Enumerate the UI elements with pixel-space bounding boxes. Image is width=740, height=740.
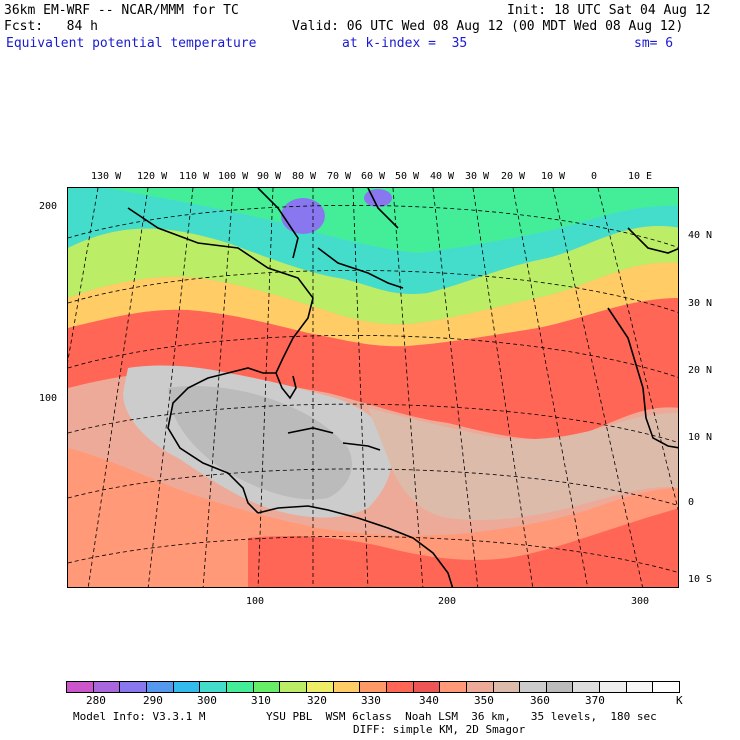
level-info: at k-index = 35 (342, 36, 468, 51)
lat-label-0: 0 (688, 497, 695, 508)
lon-label-120w: 120 W (137, 171, 168, 182)
colorbar-swatch (67, 682, 94, 692)
colorbar-swatch (493, 682, 521, 692)
colorbar-label-330: 330 (361, 694, 381, 707)
colorbar-label-300: 300 (197, 694, 217, 707)
colorbar-label-320: 320 (307, 694, 327, 707)
lon-label-60w: 60 W (361, 171, 386, 182)
colorbar-label-310: 310 (251, 694, 271, 707)
grid-x-label-200: 200 (438, 596, 457, 607)
grid-x-label-100: 100 (246, 596, 265, 607)
colorbar-swatch (173, 682, 201, 692)
colorbar-swatch (146, 682, 174, 692)
colorbar-swatch (253, 682, 281, 692)
colorbar-swatch (466, 682, 494, 692)
colorbar-label-290: 290 (143, 694, 163, 707)
forecast-hour: Fcst: 84 h (4, 19, 98, 34)
lat-label-20n: 20 N (688, 365, 713, 376)
lon-label-50w: 50 W (395, 171, 420, 182)
lon-label-30w: 30 W (465, 171, 490, 182)
field-name: Equivalent potential temperature (6, 36, 257, 51)
colorbar-swatch (520, 682, 547, 692)
colorbar-unit: K (676, 694, 683, 707)
lon-label-100w: 100 W (218, 171, 249, 182)
theta-e-map (67, 187, 679, 588)
grid-y-label-200: 200 (39, 201, 58, 212)
colorbar-swatch (360, 682, 387, 692)
lon-label-20w: 20 W (501, 171, 526, 182)
lat-label-30n: 30 N (688, 298, 713, 309)
lon-label-110w: 110 W (179, 171, 210, 182)
colorbar-swatch (573, 682, 601, 692)
lon-label-10w: 10 W (541, 171, 566, 182)
colorbar-swatch (280, 682, 307, 692)
lon-label-70w: 70 W (327, 171, 352, 182)
diffusion-info: DIFF: simple KM, 2D Smagor (353, 723, 526, 736)
lat-label-40n: 40 N (688, 230, 713, 241)
colorbar-swatch (413, 682, 441, 692)
grid-y-label-100: 100 (39, 393, 58, 404)
colorbar-swatch (333, 682, 361, 692)
colorbar-swatch (440, 682, 467, 692)
colorbar-swatch (93, 682, 121, 692)
colorbar-label-350: 350 (474, 694, 494, 707)
colorbar-swatch (626, 682, 654, 692)
lat-label-10n: 10 N (688, 432, 713, 443)
colorbar-swatch (226, 682, 254, 692)
colorbar-label-370: 370 (585, 694, 605, 707)
colorbar-swatch (600, 682, 627, 692)
lon-label-0: 0 (591, 171, 598, 182)
colorbar-swatch (200, 682, 227, 692)
colorbar-swatch (306, 682, 334, 692)
colorbar-label-360: 360 (530, 694, 550, 707)
lon-label-10e: 10 E (628, 171, 653, 182)
physics-info: YSU PBL WSM 6class Noah LSM 36 km, 35 le… (266, 710, 657, 723)
colorbar-label-340: 340 (419, 694, 439, 707)
lon-label-130w: 130 W (91, 171, 122, 182)
colorbar (66, 681, 680, 693)
lon-label-80w: 80 W (292, 171, 317, 182)
colorbar-label-280: 280 (86, 694, 106, 707)
lat-label-10s: 10 S (688, 574, 713, 585)
grid-x-label-300: 300 (631, 596, 650, 607)
colorbar-swatch (120, 682, 147, 692)
model-info: Model Info: V3.3.1 M (73, 710, 206, 723)
colorbar-swatch (546, 682, 574, 692)
lon-label-40w: 40 W (430, 171, 455, 182)
valid-time: Valid: 06 UTC Wed 08 Aug 12 (00 MDT Wed … (292, 19, 684, 34)
smoothing-info: sm= 6 (634, 36, 674, 51)
init-time: Init: 18 UTC Sat 04 Aug 12 (507, 3, 711, 18)
colorbar-swatch (386, 682, 414, 692)
colorbar-swatch (653, 682, 680, 692)
model-title: 36km EM-WRF -- NCAR/MMM for TC (4, 3, 239, 18)
lon-label-90w: 90 W (257, 171, 282, 182)
